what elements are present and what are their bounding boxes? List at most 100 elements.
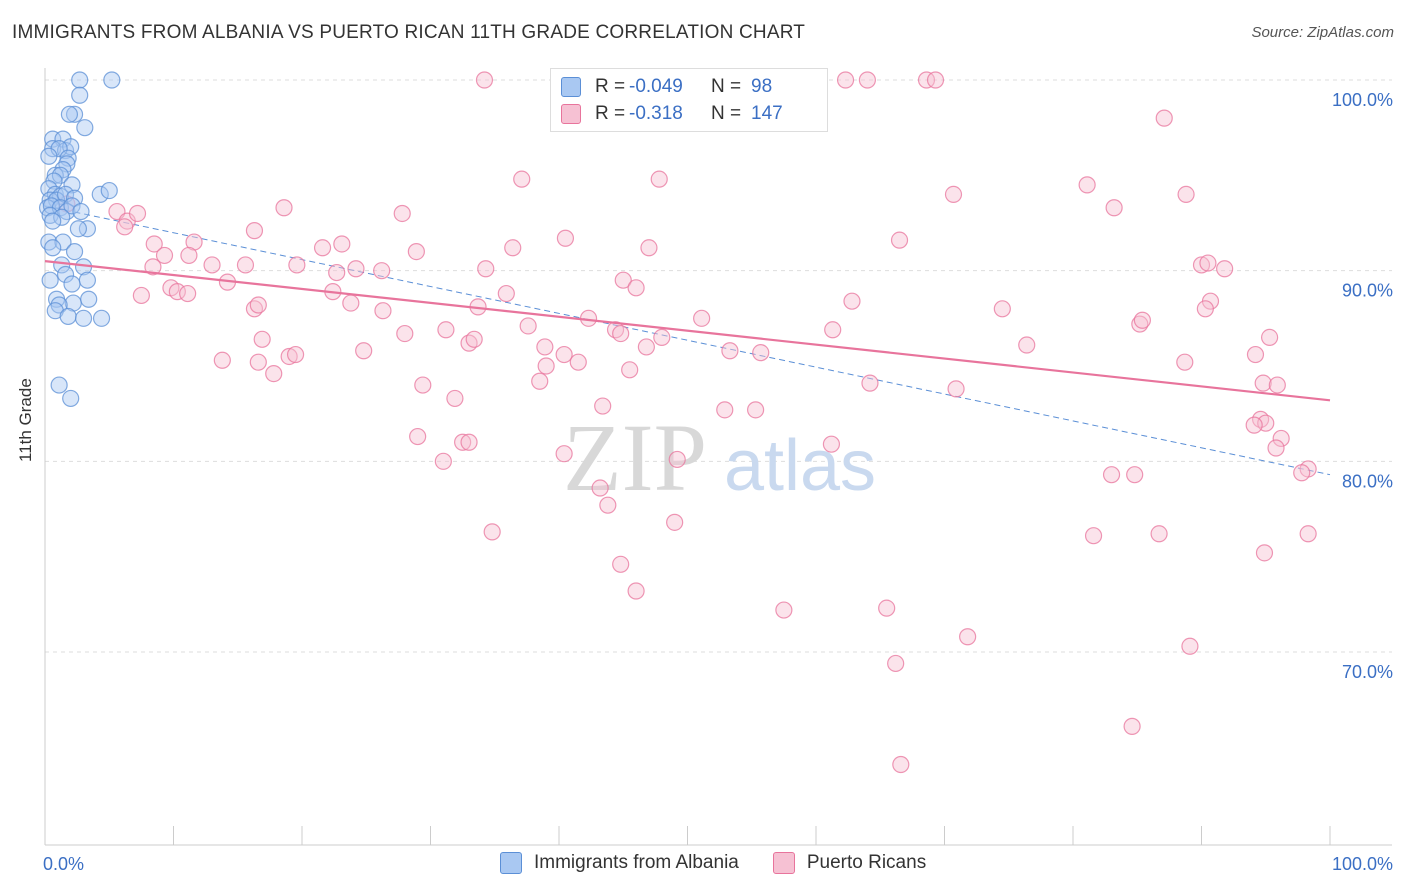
- data-point: [63, 197, 81, 215]
- data-point: [1192, 256, 1211, 274]
- data-point: [249, 296, 267, 314]
- data-point: [614, 271, 632, 289]
- chart-title: IMMIGRANTS FROM ALBANIA VS PUERTO RICAN …: [12, 22, 806, 43]
- data-point: [265, 365, 283, 383]
- data-point: [716, 401, 734, 419]
- data-point: [347, 260, 365, 278]
- data-point: [1177, 185, 1195, 203]
- data-point: [454, 433, 472, 451]
- data-point: [44, 239, 62, 257]
- data-point: [71, 86, 89, 104]
- data-point: [132, 286, 150, 305]
- data-point: [78, 220, 97, 238]
- data-point: [775, 601, 793, 619]
- data-point: [69, 220, 88, 238]
- legend-item-albania[interactable]: Immigrants from Albania: [500, 852, 739, 874]
- data-point: [1199, 254, 1217, 272]
- data-point: [843, 292, 861, 310]
- data-point: [555, 345, 573, 364]
- data-point: [53, 208, 71, 226]
- data-point: [890, 231, 909, 249]
- data-point: [627, 279, 645, 297]
- data-point: [627, 582, 645, 600]
- data-point: [91, 185, 109, 203]
- data-point: [752, 344, 770, 362]
- x-tick-label: 100.0%: [1332, 854, 1393, 874]
- data-point: [536, 338, 554, 356]
- data-point: [44, 212, 62, 230]
- data-point: [917, 71, 936, 89]
- data-point: [1133, 311, 1151, 329]
- data-point: [92, 309, 111, 327]
- data-point: [892, 755, 910, 774]
- data-point: [555, 445, 573, 463]
- trend-puerto-ricans: [44, 260, 1331, 402]
- data-point: [612, 555, 630, 573]
- data-point: [78, 271, 97, 289]
- data-point: [103, 71, 121, 89]
- data-point: [342, 294, 360, 312]
- data-point: [180, 246, 198, 265]
- trend-line-albania: [44, 205, 1331, 476]
- legend-label-puerto-ricans: Puerto Ricans: [806, 852, 927, 873]
- data-point: [51, 166, 70, 184]
- data-point: [74, 309, 93, 327]
- data-point: [59, 307, 77, 326]
- data-point: [465, 330, 483, 348]
- data-point: [213, 351, 231, 369]
- legend-label-albania: Immigrants from Albania: [534, 852, 739, 873]
- legend-item-puerto-ricans[interactable]: Puerto Ricans: [772, 852, 927, 874]
- legend-row-albania: R = -0.049 N = 98: [561, 74, 772, 100]
- watermark-atlas: atlas: [724, 426, 876, 506]
- legend-row-puerto-ricans: R = -0.318 N = 147: [561, 101, 783, 127]
- data-point: [1254, 374, 1272, 392]
- data-point: [50, 376, 68, 394]
- points-puerto-ricans: [58, 71, 1317, 774]
- data-point: [328, 263, 346, 282]
- data-point: [650, 170, 668, 188]
- data-point: [878, 599, 896, 617]
- data-point: [100, 181, 118, 200]
- data-point: [1181, 637, 1199, 655]
- data-point: [62, 389, 80, 408]
- data-point: [333, 235, 351, 253]
- data-point: [1299, 525, 1317, 543]
- data-point: [54, 233, 72, 251]
- data-point: [56, 265, 75, 284]
- data-point: [1246, 345, 1265, 364]
- data-point: [1102, 466, 1121, 484]
- data-point: [668, 450, 686, 469]
- data-point: [504, 239, 522, 257]
- data-point: [65, 105, 84, 123]
- data-point: [1268, 376, 1286, 394]
- data-point: [836, 71, 855, 89]
- legend-n-label: N =: [711, 76, 742, 97]
- data-point: [1261, 328, 1279, 346]
- trend-albania: [44, 205, 1331, 476]
- data-point: [1272, 429, 1290, 448]
- data-point: [666, 513, 684, 531]
- data-point: [179, 284, 197, 303]
- data-point: [414, 376, 432, 394]
- watermark-zip: ZIP: [563, 404, 707, 511]
- source-label: Source: ZipAtlas.com: [1251, 24, 1394, 41]
- legend-n-label: N =: [711, 103, 742, 124]
- data-point: [60, 105, 79, 123]
- data-point: [475, 71, 494, 89]
- axes: [44, 68, 1392, 846]
- data-point: [286, 345, 305, 364]
- data-point: [71, 71, 89, 89]
- x-tick-label: 0.0%: [43, 854, 84, 874]
- data-point: [155, 246, 174, 265]
- data-point: [1176, 353, 1194, 371]
- data-point: [1267, 439, 1285, 457]
- data-point: [721, 342, 739, 360]
- data-point: [355, 342, 373, 360]
- data-point: [280, 347, 298, 366]
- data-point: [446, 389, 464, 408]
- data-point: [569, 353, 587, 371]
- data-point: [41, 271, 59, 289]
- data-point: [1196, 300, 1214, 318]
- correlation-legend: R = -0.049 N = 98 R = -0.318 N = 147: [550, 68, 828, 132]
